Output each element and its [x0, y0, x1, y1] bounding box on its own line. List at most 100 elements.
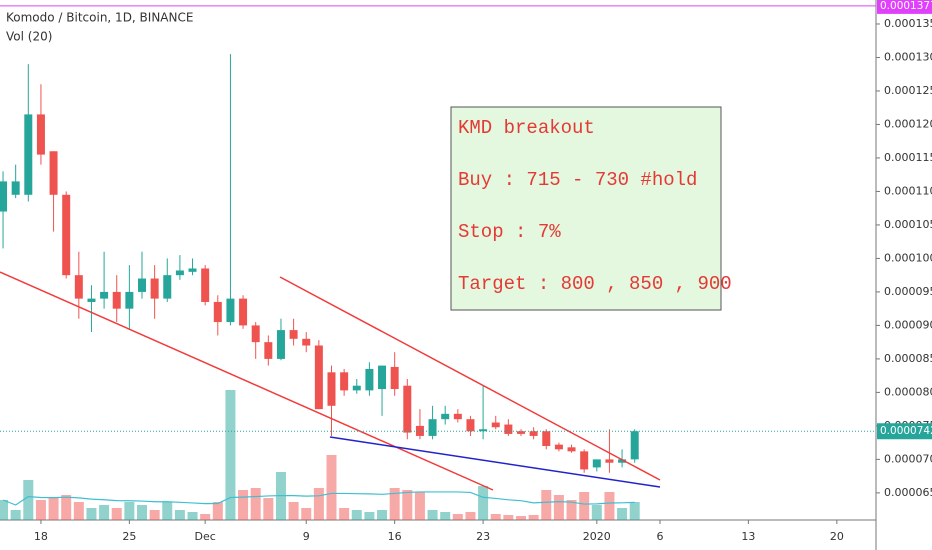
trend-line — [279, 276, 661, 481]
marks — [0, 54, 640, 520]
annotation-text: Stop : 7% — [458, 221, 561, 243]
volume-bar — [10, 510, 21, 520]
volume-bar — [111, 508, 122, 520]
candle-body — [201, 268, 210, 302]
volume-bar — [124, 502, 135, 520]
y-tick-label: 0.0001100 — [884, 184, 932, 197]
volume-bar — [301, 508, 312, 520]
y-tick-label: 0.0000850 — [884, 352, 932, 365]
candle-body — [251, 325, 260, 343]
x-tick-label: 9 — [303, 530, 310, 543]
volume-bar — [99, 505, 110, 520]
candle-body — [125, 291, 134, 309]
y-tick-label: 0.0001300 — [884, 50, 932, 63]
y-tick-label: 0.0000950 — [884, 285, 932, 298]
volume-bar — [541, 490, 552, 520]
candle-body — [340, 372, 349, 391]
candle-body — [163, 275, 172, 299]
candle-body — [491, 422, 500, 428]
volume-bar — [351, 510, 362, 520]
y-tick-label: 0.0000700 — [884, 452, 932, 465]
volume-bar — [48, 498, 59, 520]
volume-bar — [629, 502, 640, 520]
candle-body — [618, 459, 627, 463]
candle-body — [100, 291, 109, 299]
candle-body — [24, 114, 33, 195]
x-tick-label: 18 — [34, 530, 48, 543]
annotation-box — [450, 106, 722, 311]
volume-bar — [149, 510, 160, 520]
last-price-label: 0.0000742 — [880, 425, 932, 437]
x-tick-label: 25 — [122, 530, 136, 543]
volume-bar — [617, 508, 628, 520]
x-tick-label: 2020 — [583, 530, 611, 543]
volume-bar — [35, 500, 46, 520]
volume-bar — [313, 488, 324, 520]
chart-title: Komodo / Bitcoin, 1D, BINANCE — [6, 11, 193, 25]
candle-body — [415, 425, 424, 436]
candle-body — [188, 268, 197, 272]
candle-body — [428, 419, 437, 436]
volume-bar — [414, 492, 425, 520]
volume-bar — [187, 512, 198, 520]
volume-bar — [86, 508, 97, 520]
candle-body — [592, 459, 601, 468]
candle-body — [11, 181, 20, 195]
candle-body — [504, 424, 513, 434]
x-tick-label: 23 — [476, 530, 490, 543]
candle-body — [403, 385, 412, 433]
candle-body — [542, 431, 551, 446]
volume-bar — [162, 502, 173, 520]
candle-body — [554, 444, 563, 450]
volume-bar — [452, 514, 463, 520]
candle-body — [630, 431, 639, 460]
volume-bar — [263, 498, 274, 520]
volume-bar — [377, 510, 388, 520]
candle-body — [239, 298, 248, 326]
candle-body — [441, 413, 450, 420]
volume-label: Vol (20) — [6, 30, 52, 44]
volume-bar — [0, 500, 9, 520]
candle-body — [112, 291, 121, 309]
volume-bar — [212, 502, 223, 520]
candle-body — [453, 413, 462, 420]
annotation-text: Buy : 715 - 730 #hold — [458, 169, 697, 191]
x-tick-label: 16 — [388, 530, 402, 543]
candle-body — [213, 301, 222, 323]
candle-body — [352, 385, 361, 391]
volume-bar — [250, 488, 261, 520]
candle-body — [517, 431, 526, 434]
candle-body — [378, 365, 387, 390]
y-tick-label: 0.0001050 — [884, 218, 932, 231]
volume-bar — [579, 492, 590, 520]
candle-body — [390, 366, 399, 390]
candle-body — [466, 419, 475, 432]
candle-body — [150, 278, 159, 299]
candle-body — [302, 338, 311, 346]
candle-body — [289, 330, 298, 339]
candle-body — [0, 181, 8, 212]
trend-line — [329, 436, 661, 488]
candle-body — [276, 330, 285, 359]
candle-body — [314, 345, 323, 410]
candle-body — [365, 368, 374, 391]
volume-bar — [73, 502, 84, 520]
volume-bar — [440, 512, 451, 520]
candle-body — [49, 151, 58, 195]
volume-bar — [136, 505, 147, 520]
volume-bar — [225, 390, 236, 520]
candle-body — [36, 114, 45, 155]
candle-body — [580, 451, 589, 470]
candle-body — [175, 270, 184, 276]
volume-bar — [465, 512, 476, 520]
volume-bar — [402, 490, 413, 520]
volume-bar — [339, 508, 350, 520]
y-tick-label: 0.0000800 — [884, 385, 932, 398]
high-label: 0.0001377 — [880, 0, 932, 12]
volume-bar — [389, 488, 400, 520]
candle-body — [137, 278, 146, 292]
volume-bar — [326, 455, 337, 520]
candle-body — [605, 459, 614, 463]
y-tick-label: 0.0001200 — [884, 117, 932, 130]
volume-bar — [553, 495, 564, 520]
